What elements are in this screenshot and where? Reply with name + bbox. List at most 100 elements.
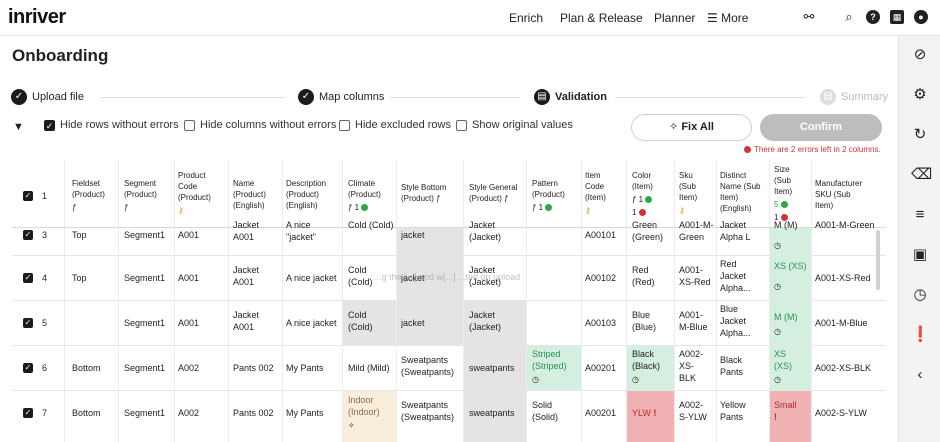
confirm-button[interactable]: Confirm — [760, 114, 882, 141]
cell-fieldset[interactable]: Bottom — [72, 363, 101, 373]
cell-fieldset[interactable]: Top — [72, 230, 87, 240]
filter-icon[interactable]: ▼ — [13, 121, 24, 133]
history-icon[interactable]: ◷ — [913, 286, 927, 303]
cell-distinct-name[interactable]: Jacket Alpha L — [720, 220, 751, 242]
cell-size-error[interactable]: Small! — [774, 400, 797, 422]
compass-icon[interactable]: ⊘ — [913, 46, 927, 63]
nav-plan-release[interactable]: Plan & Release — [560, 11, 643, 25]
column-header-climate[interactable]: Climate (Product) ƒ 1 — [348, 179, 381, 212]
cell-sku[interactable]: A001- M-Blue — [679, 310, 708, 332]
settings-gear-icon[interactable]: ⚙ — [913, 86, 927, 103]
cell-climate[interactable]: Mild (Mild) — [348, 363, 390, 373]
cell-manufacturer-sku[interactable]: A001-XS-Red — [815, 273, 871, 283]
nav-planner[interactable]: Planner — [654, 11, 696, 25]
help-icon[interactable]: ? — [866, 10, 880, 24]
cell-color-error[interactable]: YLW ! — [632, 408, 657, 418]
cell-sku[interactable]: A001- XS-Red — [679, 265, 711, 287]
cell-description[interactable]: A nice jacket — [286, 318, 337, 328]
cell-sku[interactable]: A002- S-YLW — [679, 400, 707, 422]
nav-enrich[interactable]: Enrich — [509, 11, 544, 25]
cell-fieldset[interactable]: Top — [72, 273, 87, 283]
cell-product-code[interactable]: A001 — [178, 230, 200, 240]
cell-style-general[interactable]: Jacket (Jacket) — [469, 265, 502, 287]
fix-all-button[interactable]: ✧ Fix All — [631, 114, 752, 141]
cell-sku[interactable]: A002- XS- BLK — [679, 349, 704, 383]
clear-format-icon[interactable]: ≡ — [915, 206, 925, 223]
cell-style-bottom[interactable]: jacket — [401, 273, 425, 283]
cell-style-bottom[interactable]: jacket — [401, 230, 425, 240]
cell-pattern[interactable]: Striped (Striped) — [532, 349, 567, 371]
error-panel-icon[interactable]: ❗ — [911, 326, 930, 343]
cell-climate[interactable]: Indoor (Indoor) — [348, 395, 380, 417]
cell-color[interactable]: Black (Black) — [632, 349, 661, 371]
cell-name[interactable]: Pants 002 — [233, 363, 274, 373]
nav-more-menu[interactable]: ☰ More — [707, 11, 748, 25]
cell-climate[interactable]: Cold (Cold) — [348, 310, 373, 332]
revert-icon[interactable]: ◷ — [774, 241, 781, 250]
cell-style-bottom[interactable]: Sweatpants (Sweatpants) — [401, 400, 455, 422]
cell-style-general[interactable]: Jacket (Jacket) — [469, 220, 502, 242]
cell-name[interactable]: Jacket A001 — [233, 220, 260, 242]
revert-icon[interactable]: ◷ — [774, 375, 781, 384]
cell-product-code[interactable]: A002 — [178, 408, 200, 418]
cell-color[interactable]: Red (Red) — [632, 265, 655, 287]
cell-pattern[interactable]: Solid (Solid) — [532, 400, 559, 422]
cell-color[interactable]: Blue (Blue) — [632, 310, 657, 332]
inriver-logo[interactable]: inriver — [8, 6, 66, 28]
column-header-product-code[interactable]: Product Code (Product) ⚷ — [178, 171, 211, 215]
select-all-checkbox[interactable]: ✓ — [23, 191, 33, 201]
column-header-size[interactable]: Size (Sub Item) 5 1 — [774, 165, 793, 222]
cell-size[interactable]: M (M) — [774, 220, 798, 230]
cell-style-bottom[interactable]: Sweatpants (Sweatpants) — [401, 355, 455, 377]
row-checkbox[interactable]: ✓ — [23, 230, 33, 240]
revert-icon[interactable]: ◷ — [774, 327, 781, 336]
cell-size[interactable]: M (M) — [774, 312, 798, 322]
cell-product-code[interactable]: A002 — [178, 363, 200, 373]
table-scrollbar[interactable] — [876, 230, 880, 290]
cell-climate[interactable]: Cold (Cold) — [348, 265, 373, 287]
cell-segment[interactable]: Segment1 — [124, 363, 166, 373]
cell-item-code[interactable]: A00201 — [585, 363, 617, 373]
cell-sku[interactable]: A001-M-Green — [679, 220, 714, 242]
cell-manufacturer-sku[interactable]: A002-XS-BLK — [815, 363, 872, 373]
refresh-icon[interactable]: ↻ — [913, 126, 927, 143]
cell-segment[interactable]: Segment1 — [124, 230, 166, 240]
cell-product-code[interactable]: A001 — [178, 273, 200, 283]
search-icon[interactable]: ⌕ — [845, 9, 853, 24]
column-header-pattern[interactable]: Pattern (Product) ƒ 1 — [532, 179, 565, 212]
user-avatar-icon[interactable]: ● — [914, 10, 928, 24]
cell-description[interactable]: My Pants — [286, 408, 324, 418]
cell-manufacturer-sku[interactable]: A002-S-YLW — [815, 408, 867, 418]
cell-name[interactable]: Jacket A001 — [233, 310, 260, 332]
cell-item-code[interactable]: A00101 — [585, 230, 617, 240]
column-header-segment[interactable]: Segment (Product) ƒ — [124, 179, 157, 212]
row-checkbox[interactable]: ✓ — [23, 363, 33, 373]
cell-description[interactable]: A nice "jacket" — [286, 220, 316, 242]
row-checkbox[interactable]: ✓ — [23, 408, 33, 418]
cell-distinct-name[interactable]: Blue Jacket Alpha... — [720, 304, 751, 338]
cell-segment[interactable]: Segment1 — [124, 318, 166, 328]
column-header-distinct-name[interactable]: Distinct Name (Sub Item) (English) — [720, 171, 761, 213]
cell-style-general[interactable]: sweatpants — [469, 408, 515, 418]
revert-icon[interactable]: ◷ — [532, 375, 539, 384]
column-header-name[interactable]: Name (Product) (English) — [233, 179, 266, 210]
connections-icon[interactable]: ⚯ — [803, 9, 815, 24]
cell-manufacturer-sku[interactable]: A001-M-Blue — [815, 318, 868, 328]
cell-color[interactable]: Green (Green) — [632, 220, 664, 242]
cell-item-code[interactable]: A00103 — [585, 318, 617, 328]
row-checkbox[interactable]: ✓ — [23, 273, 33, 283]
revert-icon[interactable]: ◷ — [774, 282, 781, 291]
cell-style-general[interactable]: Jacket (Jacket) — [469, 310, 502, 332]
cell-distinct-name[interactable]: Black Pants — [720, 355, 744, 377]
cell-fieldset[interactable]: Bottom — [72, 408, 101, 418]
column-header-description[interactable]: Description (Product) (English) — [286, 179, 327, 210]
cell-description[interactable]: A nice jacket — [286, 273, 337, 283]
apps-icon[interactable]: ▦ — [890, 10, 904, 24]
cell-item-code[interactable]: A00102 — [585, 273, 617, 283]
cell-description[interactable]: My Pants — [286, 363, 324, 373]
column-header-fieldset[interactable]: Fieldset (Product) ƒ — [72, 179, 105, 212]
cell-item-code[interactable]: A00201 — [585, 408, 617, 418]
column-header-style-general[interactable]: Style General (Product) ƒ — [469, 183, 518, 203]
column-header-sku[interactable]: Sku (Sub Item) ⚷ — [679, 171, 698, 215]
column-header-manufacturer-sku[interactable]: Manufacturer SKU (Sub Item) — [815, 179, 863, 210]
